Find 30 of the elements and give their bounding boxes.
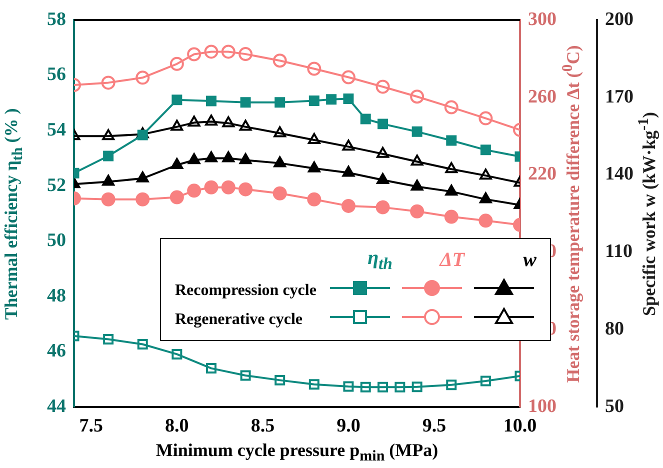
y-tick-label: 52: [47, 174, 66, 196]
y-tick-label: 48: [47, 285, 66, 306]
x-tick-label: 9.0: [336, 415, 360, 436]
x-tick-label: 10.0: [503, 415, 537, 436]
y2-tick-label: 260: [528, 86, 556, 108]
x-tick-label: 7.5: [79, 415, 104, 436]
text: w: [522, 248, 538, 273]
legend-label: Regenerative cycle: [174, 310, 304, 330]
y-tick-label: 46: [47, 340, 66, 362]
y3-tick-label: 200: [605, 8, 634, 30]
y-tick-label: 54: [47, 119, 66, 140]
y2-tick-label: 300: [528, 8, 556, 30]
y3-tick-label: 170: [605, 86, 634, 108]
y-tick-label: 58: [47, 8, 66, 30]
x-tick-label: 8.0: [165, 415, 189, 436]
legend-label: Recompression cycle: [174, 280, 318, 300]
y-tick-label: 50: [47, 230, 66, 252]
y-tick-label: 44: [47, 396, 66, 417]
y-tick-label: 56: [47, 64, 66, 86]
y3-tick-label: 140: [605, 164, 634, 185]
y3-tick-label: 80: [605, 318, 624, 340]
y2-tick-label: 220: [528, 164, 556, 185]
x-tick-label: 9.5: [422, 415, 446, 436]
y2-tick-label: 100: [528, 396, 556, 417]
y3-tick-label: 50: [605, 396, 624, 417]
x-tick-label: 8.5: [250, 415, 275, 436]
y3-tick-label: 110: [605, 241, 632, 262]
annotation: η$_{th}$: [366, 246, 394, 275]
x-axis-title: Minimum cycle pressure p$_{min}$ (MPa): [156, 440, 438, 466]
annotation: ΔT: [438, 248, 466, 273]
